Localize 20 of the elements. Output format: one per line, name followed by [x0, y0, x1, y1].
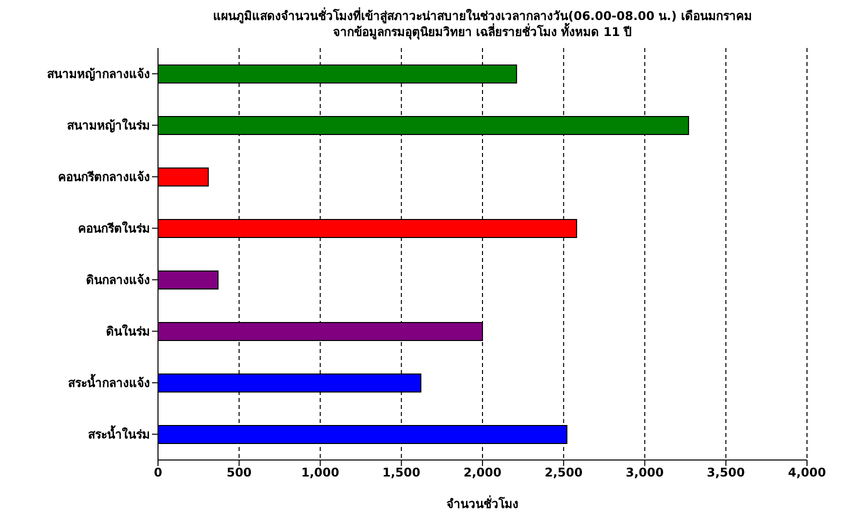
- y-tick-label: สนามหญ้าในร่ม: [67, 118, 150, 133]
- x-tick-label: 2,000: [464, 466, 502, 480]
- y-tick-label: สระน้ำในร่ม: [88, 424, 150, 442]
- x-tick-label: 4,000: [788, 466, 826, 480]
- y-tick-label: สระน้ำกลางแจ้ง: [68, 373, 150, 390]
- x-axis-title: จำนวนชั่วโมง: [446, 495, 518, 511]
- chart-title: แผนภูมิแสดงจำนวนชั่วโมงที่เข้าสู่สภาวะน่าสบายในช่วงเวลากลางวัน(06.00-08.00 น.) เดือนมกราคม: [212, 8, 753, 24]
- x-tick-label: 1,000: [301, 466, 340, 480]
- y-tick-label: คอนกรีตกลางแจ้ง: [58, 170, 150, 184]
- y-tick-label: ดินในร่ม: [106, 324, 150, 339]
- y-tick-label: คอนกรีตในร่ม: [78, 220, 150, 236]
- x-tick-label: 500: [226, 466, 252, 480]
- x-tick-label: 1,500: [382, 466, 420, 480]
- chart-subtitle: จากข้อมูลกรมอุตุนิยมวิทยา เฉลี่ยรายชั่วโมง ทั้งหมด 11 ปี: [332, 24, 632, 40]
- y-tick-label: ดินกลางแจ้ง: [86, 273, 150, 288]
- x-tick-label: 3,000: [626, 466, 664, 480]
- x-tick-label: 0: [154, 466, 162, 480]
- y-tick-label: สนามหญ้ากลางแจ้ง: [47, 67, 150, 82]
- x-tick-label: 2,500: [544, 466, 583, 480]
- x-tick-label: 3,500: [706, 466, 745, 480]
